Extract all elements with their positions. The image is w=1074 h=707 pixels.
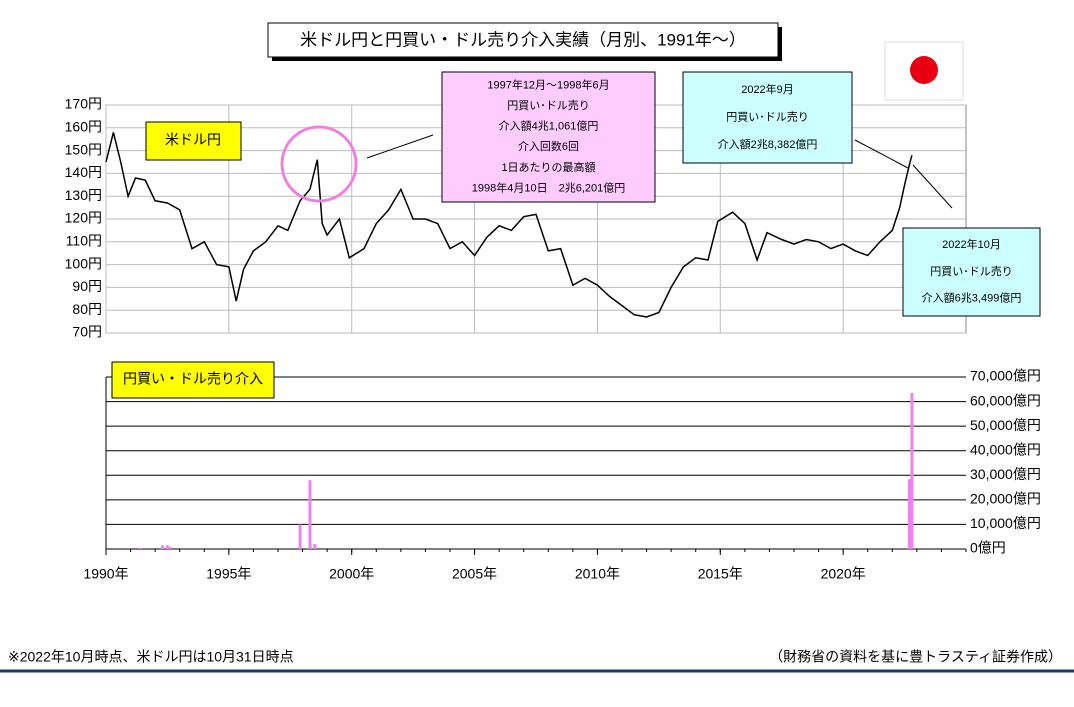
y-tick-label: 140円 xyxy=(65,164,102,180)
legend-label: 米ドル円 xyxy=(165,132,221,148)
x-tick-label: 1995年 xyxy=(206,566,251,582)
chart-title: 米ドル円と円買い・ドル売り介入実績（月別、1991年～） xyxy=(300,30,746,49)
y-tick-label: 150円 xyxy=(65,141,102,157)
annotation-text: 円買い･ドル売り xyxy=(507,99,590,112)
y2-tick-label: 70,000億円 xyxy=(970,368,1041,384)
price-line xyxy=(105,132,913,318)
annotation-text: 介入額2兆8,382億円 xyxy=(718,138,818,151)
y2-tick-label: 10,000億円 xyxy=(970,515,1041,531)
x-tick-label: 2005年 xyxy=(452,566,497,582)
y2-tick-label: 40,000億円 xyxy=(970,441,1041,457)
y-tick-label: 100円 xyxy=(65,255,102,271)
bar xyxy=(308,480,312,549)
annotation-text: 1997年12月～1998年6月 xyxy=(487,77,609,91)
y2-tick-label: 20,000億円 xyxy=(970,491,1041,507)
annotation-text: 円買い･ドル売り xyxy=(726,110,809,123)
y2-tick-label: 30,000億円 xyxy=(970,466,1041,482)
source: （財務省の資料を基に豊トラスティ証券作成） xyxy=(769,649,1062,665)
leader-line xyxy=(854,139,909,169)
flag-sun xyxy=(910,56,938,84)
x-tick-label: 2015年 xyxy=(698,566,743,582)
bar xyxy=(138,547,142,549)
annotation-box xyxy=(441,71,656,203)
annotation-text: 1日あたりの最高額 xyxy=(501,160,595,174)
bar xyxy=(161,545,165,549)
annotation-box xyxy=(682,71,853,164)
x-tick-label: 2020年 xyxy=(821,566,866,582)
y-tick-label: 160円 xyxy=(65,119,102,135)
bar xyxy=(910,392,914,549)
bar xyxy=(298,524,302,549)
annotation-text: 1998年4月10日 2兆6,201億円 xyxy=(472,180,625,194)
y-tick-label: 120円 xyxy=(65,210,102,226)
bar xyxy=(168,547,172,549)
bar xyxy=(165,545,169,549)
legend-box xyxy=(111,361,275,399)
y-tick-label: 110円 xyxy=(66,233,102,249)
y-tick-label: 90円 xyxy=(72,278,102,294)
y2-tick-label: 50,000億円 xyxy=(970,417,1041,433)
x-tick-label: 2000年 xyxy=(329,566,374,582)
footnote: ※2022年10月時点、米ドル円は10月31日時点 xyxy=(8,649,294,665)
x-tick-label: 2010年 xyxy=(575,566,620,582)
y-tick-label: 170円 xyxy=(65,96,102,112)
y2-tick-label: 0億円 xyxy=(970,540,1006,556)
y-tick-label: 130円 xyxy=(65,187,102,203)
legend-label: 円買い・ドル売り介入 xyxy=(123,371,263,387)
annotation-box xyxy=(902,227,1041,317)
x-tick-label: 1990年 xyxy=(83,566,128,582)
leader-line xyxy=(912,164,953,209)
highlight-circle xyxy=(280,125,358,203)
bar xyxy=(313,544,317,549)
y2-tick-label: 60,000億円 xyxy=(970,392,1041,408)
annotation-text: 介入額6兆3,499億円 xyxy=(922,292,1022,305)
title-box xyxy=(267,22,779,58)
bar xyxy=(907,479,911,549)
y-tick-label: 70円 xyxy=(72,324,102,340)
annotation-text: 円買い･ドル売り xyxy=(930,265,1013,278)
legend-box xyxy=(145,121,242,161)
y-tick-label: 80円 xyxy=(72,301,102,317)
annotation-text: 2022年9月 xyxy=(741,82,794,96)
annotation-text: 介入回数6回 xyxy=(518,140,579,153)
leader-line xyxy=(366,134,434,159)
annotation-text: 介入額4兆1,061億円 xyxy=(499,120,599,133)
annotation-text: 2022年10月 xyxy=(942,237,1001,251)
